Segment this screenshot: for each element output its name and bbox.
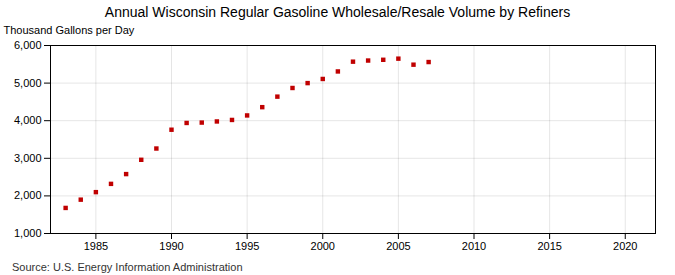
svg-text:Thousand Gallons per Day: Thousand Gallons per Day — [4, 24, 135, 36]
svg-text:1,000: 1,000 — [14, 227, 42, 239]
svg-text:2000: 2000 — [311, 240, 335, 252]
svg-text:1995: 1995 — [235, 240, 259, 252]
svg-text:4,000: 4,000 — [14, 114, 42, 126]
html-text:Source: U.S. Energy Informatio: Source: U.S. Energy Information Administ… — [12, 261, 243, 273]
svg-text:1990: 1990 — [159, 240, 183, 252]
svg-text:2015: 2015 — [537, 240, 561, 252]
svg-text:2020: 2020 — [613, 240, 637, 252]
html-text:Annual Wisconsin Regular Gasol: Annual Wisconsin Regular Gasoline Wholes… — [104, 4, 571, 20]
svg-text:2005: 2005 — [386, 240, 410, 252]
svg-text:2,000: 2,000 — [14, 189, 42, 201]
svg-text:1985: 1985 — [84, 240, 108, 252]
svg-text:3,000: 3,000 — [14, 152, 42, 164]
svg-text:6,000: 6,000 — [14, 39, 42, 51]
svg-text:2010: 2010 — [462, 240, 486, 252]
svg-text:5,000: 5,000 — [14, 77, 42, 89]
